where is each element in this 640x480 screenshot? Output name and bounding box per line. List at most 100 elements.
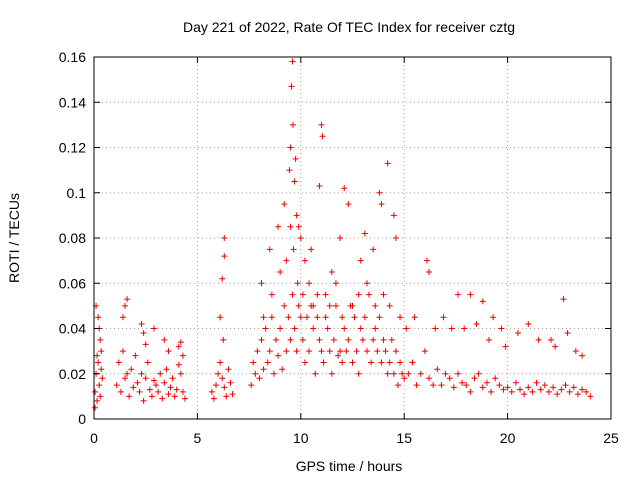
data-point: [95, 359, 102, 366]
data-point: [448, 325, 455, 332]
data-point: [517, 386, 524, 393]
data-point: [286, 167, 293, 174]
data-point: [142, 341, 149, 348]
data-point: [115, 359, 122, 366]
data-point: [119, 348, 126, 355]
data-point: [386, 302, 393, 309]
data-point: [500, 386, 507, 393]
data-point: [405, 370, 412, 377]
data-point: [287, 336, 294, 343]
data-point: [293, 212, 300, 219]
data-point: [583, 388, 590, 395]
data-point: [351, 314, 358, 321]
data-point: [155, 388, 162, 395]
data-point: [290, 246, 297, 253]
data-point: [512, 379, 519, 386]
data-point: [554, 391, 561, 398]
data-point: [287, 144, 294, 151]
data-point: [175, 361, 182, 368]
y-tick-label: 0.06: [59, 275, 86, 291]
data-point: [275, 223, 282, 230]
data-point: [208, 388, 215, 395]
data-point: [380, 291, 387, 298]
data-point: [281, 302, 288, 309]
data-point: [326, 348, 333, 355]
data-point: [483, 379, 490, 386]
data-point: [488, 388, 495, 395]
data-point: [301, 359, 308, 366]
data-point: [463, 382, 470, 389]
data-point: [502, 343, 509, 350]
data-point: [392, 348, 399, 355]
data-point: [363, 348, 370, 355]
data-point: [97, 336, 104, 343]
data-point: [223, 393, 230, 400]
data-point: [219, 275, 226, 282]
data-point: [124, 296, 131, 303]
data-point: [134, 379, 141, 386]
data-point: [179, 352, 186, 359]
data-point: [316, 336, 323, 343]
data-point: [355, 370, 362, 377]
data-point: [295, 223, 302, 230]
data-point: [318, 348, 325, 355]
data-point: [550, 384, 557, 391]
data-point: [326, 302, 333, 309]
data-point: [275, 352, 282, 359]
data-point: [353, 348, 360, 355]
data-point: [388, 336, 395, 343]
data-point: [574, 391, 581, 398]
data-point: [221, 384, 228, 391]
data-point: [159, 395, 166, 402]
data-point: [572, 348, 579, 355]
data-point: [220, 336, 227, 343]
y-tick-label: 0.12: [59, 140, 86, 156]
data-point: [138, 320, 145, 327]
data-point: [361, 314, 368, 321]
data-point: [521, 391, 528, 398]
data-point: [301, 257, 308, 264]
data-point: [299, 336, 306, 343]
data-point: [285, 314, 292, 321]
data-point: [560, 296, 567, 303]
data-point: [314, 291, 321, 298]
data-point: [411, 314, 418, 321]
data-point: [260, 314, 267, 321]
data-point: [496, 382, 503, 389]
data-point: [150, 325, 157, 332]
data-point: [297, 314, 304, 321]
data-point: [217, 359, 224, 366]
data-point: [310, 302, 317, 309]
data-point: [529, 388, 536, 395]
data-point: [382, 348, 389, 355]
data-point: [337, 235, 344, 241]
data-point: [227, 379, 234, 386]
data-point: [322, 291, 329, 298]
data-point: [177, 339, 184, 346]
data-point: [537, 386, 544, 393]
data-point: [349, 359, 356, 366]
data-point: [266, 246, 273, 253]
data-point: [279, 366, 286, 373]
data-point: [171, 393, 178, 400]
data-point: [335, 352, 342, 359]
data-point: [380, 336, 387, 343]
data-point: [390, 370, 397, 377]
data-point: [339, 359, 346, 366]
data-point: [370, 246, 377, 253]
data-point: [181, 395, 188, 402]
data-point: [479, 298, 486, 305]
data-point: [378, 359, 385, 366]
data-point: [337, 348, 344, 355]
data-point: [461, 325, 468, 332]
data-point: [96, 382, 103, 389]
x-tick-label: 20: [500, 430, 516, 446]
data-point: [533, 379, 540, 386]
data-point: [264, 359, 271, 366]
x-tick-label: 5: [194, 430, 202, 446]
data-point: [163, 366, 170, 373]
data-point: [535, 336, 542, 343]
data-points: [92, 58, 594, 411]
data-point: [140, 397, 147, 404]
data-point: [442, 370, 449, 377]
